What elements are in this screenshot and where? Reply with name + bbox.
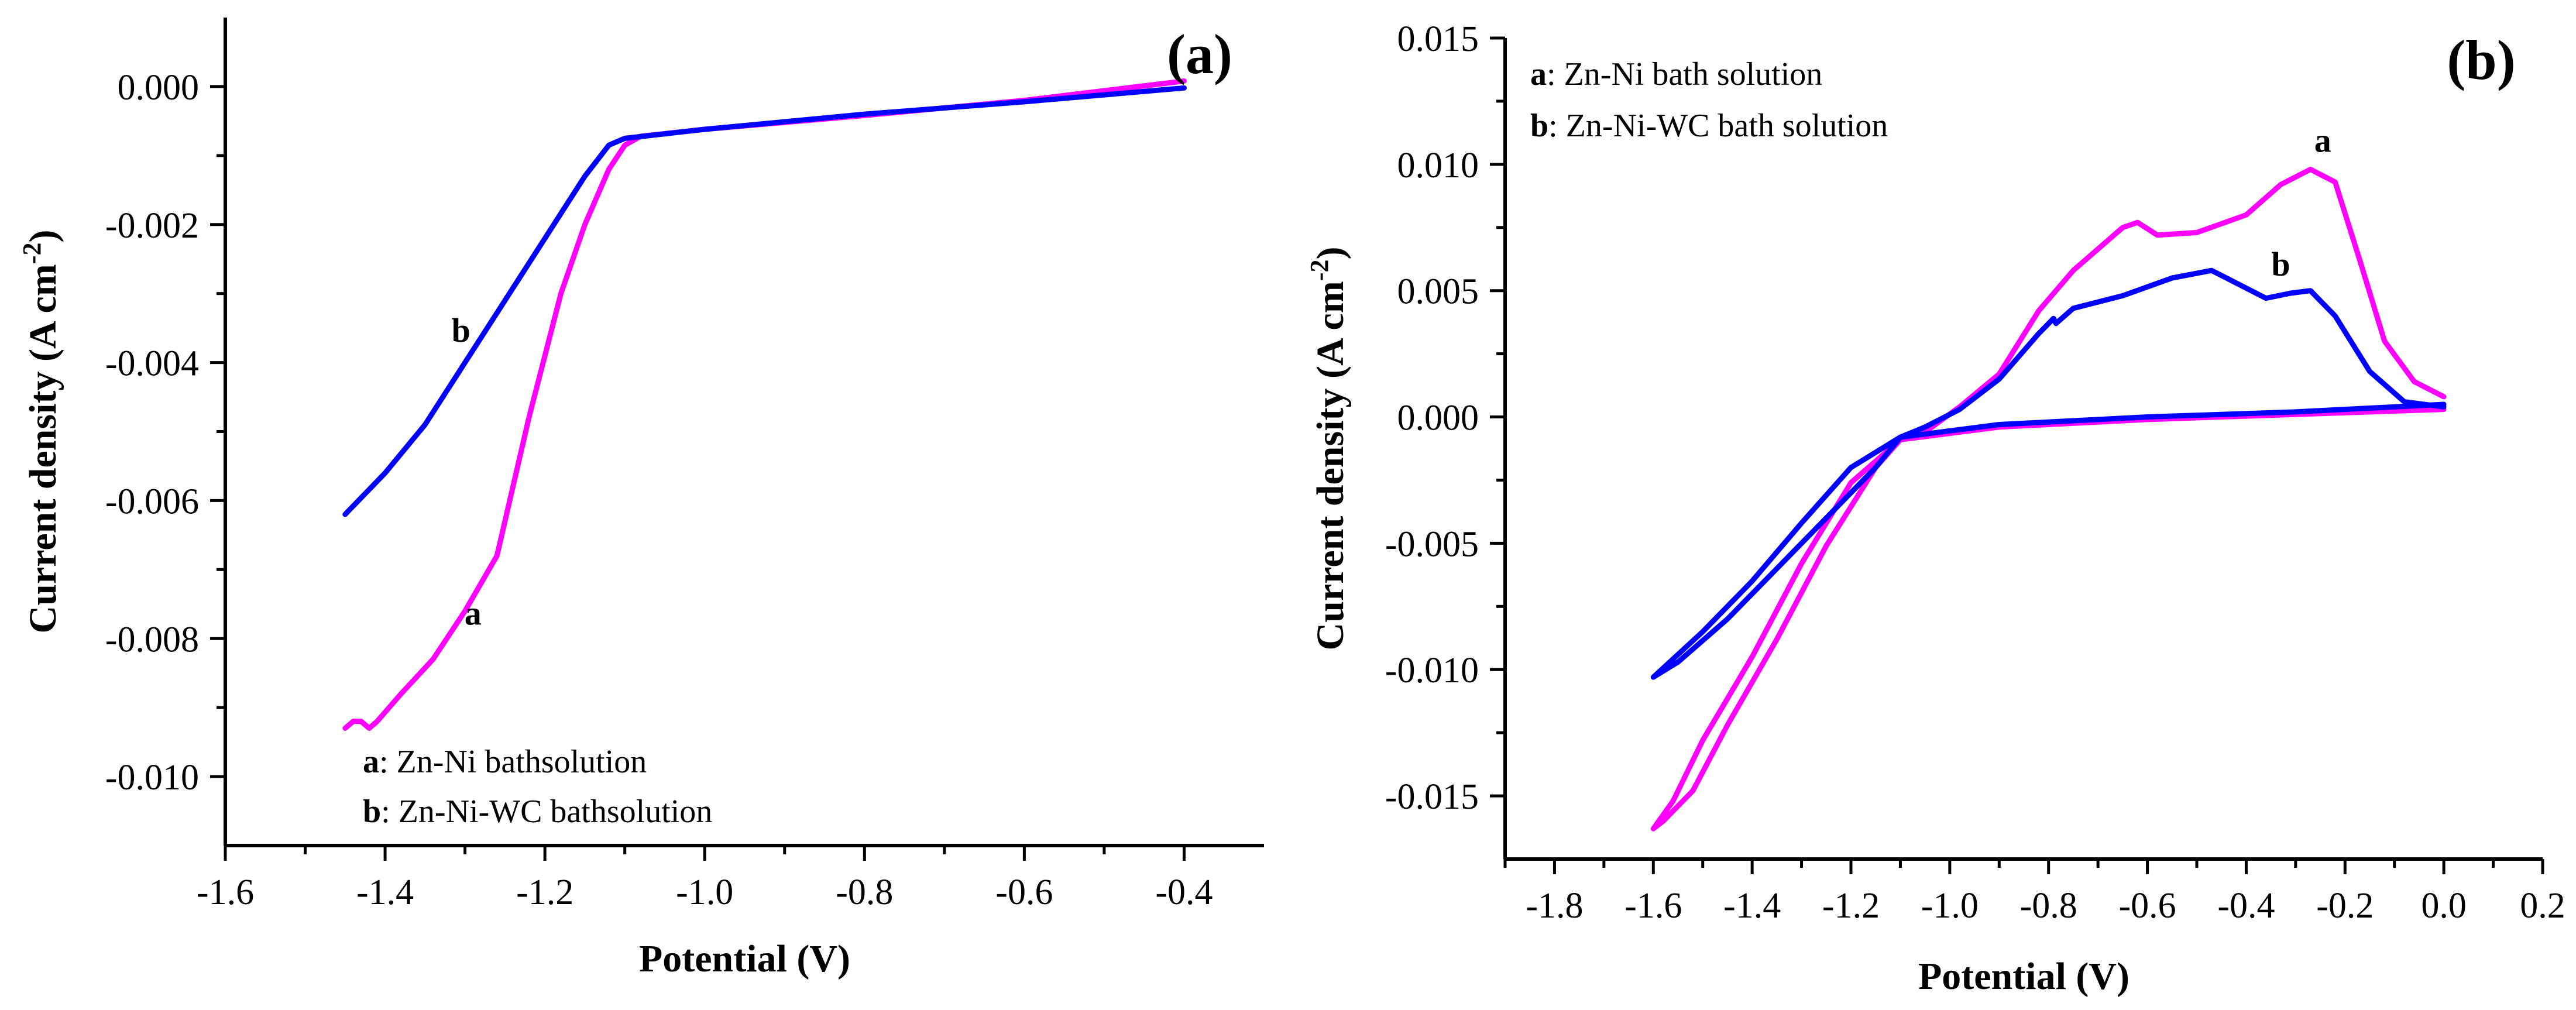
y-axis-title-main: Current density (A cm [1309, 281, 1352, 650]
legend-label: : Zn-Ni bathsolution [379, 744, 647, 780]
legend-label: : Zn-Ni bath solution [1547, 56, 1822, 92]
x-axis-title: Potential (V) [639, 937, 850, 980]
x-tick-label: -1.4 [356, 872, 414, 912]
y-tick-label: 0.015 [1397, 19, 1479, 59]
x-tick-label: -1.0 [676, 872, 733, 912]
x-tick-label: -1.4 [1723, 886, 1781, 926]
y-tick-label: 0.010 [1397, 146, 1479, 185]
panel-label: (b) [2447, 29, 2515, 91]
x-tick-label: -1.8 [1526, 886, 1583, 926]
y-tick-label: -0.004 [105, 344, 199, 384]
legend-key: a [363, 744, 379, 780]
x-tick-label: -0.4 [1155, 872, 1213, 912]
x-axis-title: Potential (V) [1918, 955, 2130, 998]
curve-label-a: a [465, 595, 482, 633]
y-tick-label: 0.000 [118, 68, 200, 108]
curve-label-a: a [2314, 121, 2331, 159]
y-axis-title-exponent: -2 [18, 243, 46, 264]
series-line-b [342, 85, 1187, 517]
legend-entry-a: a: Zn-Ni bathsolution [363, 744, 647, 780]
y-tick-label: 0.005 [1397, 272, 1479, 312]
x-tick-label: -1.6 [197, 872, 254, 912]
y-tick-label: -0.008 [105, 620, 199, 659]
legend-label: : Zn-Ni-WC bathsolution [381, 793, 712, 830]
x-tick-label: 0.0 [2421, 886, 2467, 926]
y-axis-title: Current density (A cm-2) [1305, 247, 1352, 651]
x-tick-label: -0.8 [836, 872, 893, 912]
chart-panel-a: -1.6 -1.4 -1.2 -1.0 -0.8 -0.6 -0.4 0.000 -0.002 -… [18, 18, 1264, 980]
chart-panel-b: -1.8 -1.6 -1.4 -1.2 -1.0 -0.8 -0.6 -0.4 -0.2 0.0 0… [1305, 19, 2565, 998]
legend: a: Zn-Ni bathsolution b: Zn-Ni-WC bathsol… [363, 744, 712, 830]
y-tick-label: -0.006 [105, 482, 199, 521]
x-tick-label: -0.4 [2217, 886, 2275, 926]
legend-key: a [1530, 56, 1547, 92]
y-tick-label: -0.015 [1385, 777, 1479, 817]
y-tick-label: -0.005 [1385, 524, 1479, 564]
series-line-a [1650, 167, 2447, 832]
curve-label-b: b [2271, 245, 2290, 283]
curve-label-b: b [452, 311, 470, 349]
x-tick-label: -1.2 [516, 872, 573, 912]
series-line-b [1650, 267, 2447, 680]
y-axis-title: Current density (A cm-2) [18, 230, 64, 634]
x-tick-label: -1.2 [1822, 886, 1880, 926]
y-axis-title-close: ) [22, 230, 64, 243]
y-axis-title-close: ) [1309, 247, 1352, 260]
legend-entry-a: a: Zn-Ni bath solution [1530, 56, 1822, 92]
legend-entry-b: b: Zn-Ni-WC bathsolution [363, 793, 712, 830]
x-tick-label: -1.6 [1624, 886, 1682, 926]
legend-key: b [363, 793, 381, 830]
y-axis-title-main: Current density (A cm [22, 264, 64, 633]
legend-key: b [1530, 108, 1548, 144]
x-tick-label: -0.6 [995, 872, 1053, 912]
x-tick-label: -0.8 [2020, 886, 2077, 926]
y-tick-label: -0.010 [1385, 651, 1479, 690]
y-axis-title-exponent: -2 [1305, 260, 1334, 281]
panel-label: (a) [1167, 23, 1232, 85]
y-tick-label: -0.010 [105, 758, 199, 798]
x-tick-label: 0.2 [2520, 886, 2565, 926]
x-tick-label: -1.0 [1921, 886, 1979, 926]
y-tick-label: 0.000 [1397, 398, 1479, 438]
legend-label: : Zn-Ni-WC bath solution [1548, 108, 1888, 144]
x-tick-label: -0.6 [2118, 886, 2176, 926]
y-tick-label: -0.002 [105, 206, 199, 246]
x-tick-label: -0.2 [2316, 886, 2374, 926]
legend: a: Zn-Ni bath solution b: Zn-Ni-WC bath s… [1530, 56, 1888, 144]
legend-entry-b: b: Zn-Ni-WC bath solution [1530, 108, 1888, 144]
